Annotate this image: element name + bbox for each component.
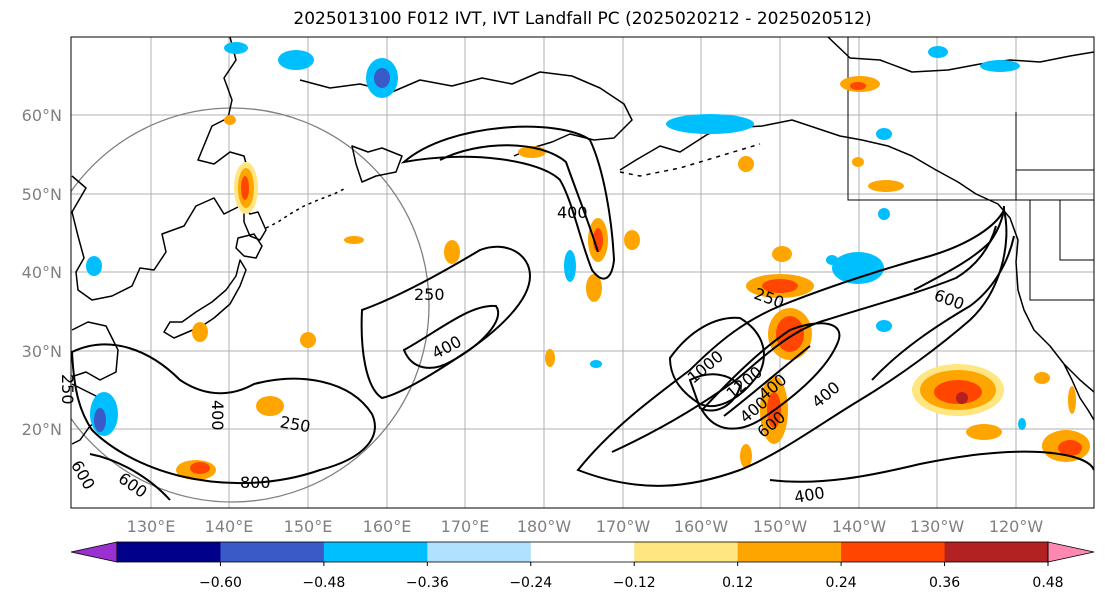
ivt-contours <box>71 125 1094 501</box>
colorbar-tick-label: −0.36 <box>406 575 449 591</box>
latitude-label: 20°N <box>22 420 62 439</box>
map-panel <box>71 37 1094 508</box>
longitude-label: 160°E <box>363 517 412 536</box>
map-frame <box>70 36 1095 509</box>
colorbar-extend-high <box>1047 541 1095 563</box>
contour-label: 1000 <box>684 347 727 388</box>
colorbar-bin <box>737 542 842 562</box>
admin-borders <box>847 37 1094 301</box>
longitude-label: 160°W <box>674 517 729 536</box>
longitude-label: 120°W <box>989 517 1044 536</box>
contour-label: 250 <box>58 374 77 405</box>
contour-label: 250 <box>279 412 312 436</box>
asia-coast <box>71 37 251 301</box>
latitude-label: 50°N <box>22 185 62 204</box>
longitude-label: 170°W <box>596 517 651 536</box>
colorbar-bin <box>220 542 325 562</box>
colorbar-bin <box>944 542 1049 562</box>
kamchatka <box>351 145 403 183</box>
japan-honshu <box>163 259 247 339</box>
positive-anomaly-shading <box>176 76 1090 480</box>
contour-label: 400 <box>208 400 227 431</box>
colorbar-tick-label: −0.24 <box>509 575 552 591</box>
contour-label: 250 <box>414 285 445 304</box>
colorbar-tick-label: 0.12 <box>722 575 753 591</box>
latitude-label: 40°N <box>22 263 62 282</box>
colorbar-tick-label: −0.12 <box>613 575 656 591</box>
colorbar-ticks: −0.60 −0.48 −0.36 −0.24 −0.12 0.12 0.24 0.36 0.4… <box>199 562 1064 591</box>
longitude-label: 140°W <box>832 517 887 536</box>
longitude-label: 150°W <box>753 517 808 536</box>
colorbar-bin <box>634 542 739 562</box>
contour-label: 800 <box>240 473 271 492</box>
longitude-label: 150°E <box>284 517 333 536</box>
longitude-label: 130°E <box>127 517 176 536</box>
colorbar-tick-label: −0.60 <box>199 575 242 591</box>
aleutians <box>619 143 761 177</box>
colorbar-tick-label: 0.24 <box>826 575 857 591</box>
longitude-label: 170°E <box>441 517 490 536</box>
siberia-coast <box>299 71 633 157</box>
longitude-label: 140°E <box>205 517 254 536</box>
colorbar-extend-low <box>70 541 118 563</box>
contour-label: 600 <box>115 469 151 502</box>
baja-coast <box>1063 363 1094 421</box>
colorbar-outline <box>116 541 1049 563</box>
colorbar-tick-label: 0.36 <box>929 575 960 591</box>
contour-label: 400 <box>808 378 844 412</box>
korea-coast <box>71 321 119 381</box>
contour-label: 600 <box>67 457 99 493</box>
longitude-label: 180°W <box>517 517 572 536</box>
canada-north <box>827 37 1094 73</box>
contour-label: 400 <box>429 332 465 363</box>
latitude-label: 60°N <box>22 106 62 125</box>
radius-circle <box>71 107 430 503</box>
colorbar-tick-label: −0.48 <box>302 575 345 591</box>
latitude-labels: 60°N 50°N 40°N 30°N 20°N <box>22 106 62 439</box>
longitude-label: 130°W <box>910 517 965 536</box>
longitude-labels: 130°E 140°E 150°E 160°E 170°E 180°W 170°W 160°W… <box>127 517 1044 536</box>
kuril-chain <box>265 187 347 229</box>
colorbar <box>70 541 1095 563</box>
map-title: 2025013100 F012 IVT, IVT Landfall PC (20… <box>293 9 872 29</box>
negative-anomaly-shading <box>86 42 1026 436</box>
colorbar-bin <box>427 542 532 562</box>
contour-label: 400 <box>793 483 826 507</box>
contour-label: 400 <box>557 203 588 222</box>
colorbar-bin <box>117 542 221 562</box>
latitude-label: 30°N <box>22 342 62 361</box>
colorbar-bin <box>530 542 635 562</box>
colorbar-bin <box>323 542 428 562</box>
japan-hokkaido <box>235 233 263 259</box>
contour-label-layer: 400 250 400 250 600 400 250 600 800 1000… <box>58 203 967 507</box>
colorbar-bin <box>841 542 946 562</box>
colorbar-tick-label: 0.48 <box>1032 575 1063 591</box>
coastlines <box>71 37 1094 445</box>
sakhalin <box>243 205 267 241</box>
